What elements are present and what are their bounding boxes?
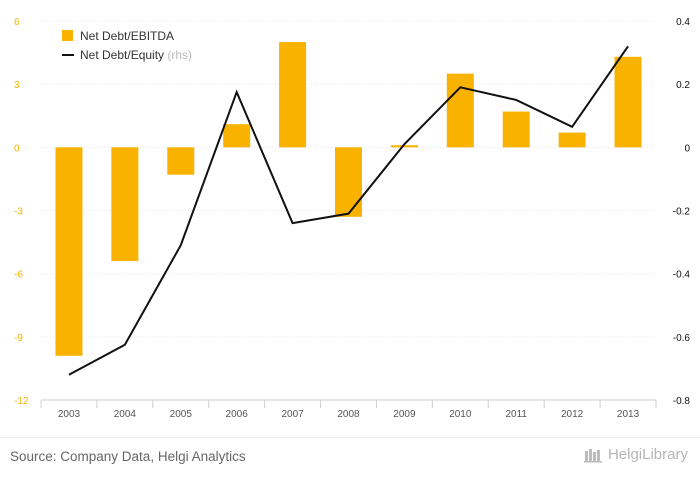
right-axis-tick-label: -0.4 bbox=[673, 270, 691, 281]
x-axis-tick-label: 2007 bbox=[281, 409, 304, 420]
x-axis-tick-label: 2008 bbox=[337, 409, 360, 420]
chart: 6 3 0 -3 -6 -9 -12 0.4 0.2 0 -0.2 -0.4 -0.6 -0.8 2003 2… bbox=[14, 17, 691, 420]
bar bbox=[279, 42, 307, 148]
left-axis-tick-label: -6 bbox=[14, 270, 23, 281]
legend-label-net-debt-ebitda: Net Debt/EBITDA bbox=[80, 29, 174, 43]
right-axis-tick-label: -0.2 bbox=[673, 207, 691, 218]
left-axis-tick-label: 0 bbox=[14, 143, 20, 154]
legend-label-net-debt-equity: Net Debt/Equity (rhs) bbox=[80, 48, 192, 62]
x-axis-tick-label: 2009 bbox=[393, 409, 416, 420]
bar bbox=[502, 111, 530, 148]
left-axis-tick-label: -12 bbox=[14, 396, 29, 407]
x-axis-tick-label: 2011 bbox=[505, 409, 527, 420]
x-axis-tick-label: 2004 bbox=[114, 409, 137, 420]
right-axis-tick-label: 0.2 bbox=[676, 80, 690, 91]
bar bbox=[614, 56, 642, 148]
bar bbox=[111, 147, 139, 262]
legend-rhs-suffix: (rhs) bbox=[167, 48, 192, 62]
logo-text: HelgiLibrary bbox=[607, 446, 688, 463]
source-note: Source: Company Data, Helgi Analytics bbox=[10, 449, 246, 464]
footer-divider bbox=[0, 437, 700, 438]
library-icon bbox=[583, 448, 602, 462]
left-axis-tick-label: 3 bbox=[14, 80, 20, 91]
x-axis-tick-label: 2006 bbox=[226, 409, 249, 420]
legend-swatch-net-debt-ebitda bbox=[62, 30, 73, 41]
x-axis-tick-label: 2005 bbox=[170, 409, 193, 420]
left-axis-tick-label: -3 bbox=[14, 207, 23, 218]
right-axis-tick-label: -0.6 bbox=[673, 333, 691, 344]
bar bbox=[446, 73, 474, 148]
helgi-library-logo[interactable]: HelgiLibrary bbox=[583, 446, 688, 463]
bar bbox=[390, 145, 418, 148]
right-axis-tick-label: 0.4 bbox=[676, 17, 690, 28]
x-axis-tick-label: 2003 bbox=[58, 409, 81, 420]
x-axis-tick-label: 2013 bbox=[617, 409, 640, 420]
x-axis-tick-label: 2010 bbox=[449, 409, 472, 420]
right-axis-tick-label: -0.8 bbox=[673, 396, 691, 407]
left-axis-tick-label: -9 bbox=[14, 333, 23, 344]
right-axis-tick-label: 0 bbox=[684, 143, 690, 154]
left-axis-tick-label: 6 bbox=[14, 17, 20, 28]
bar bbox=[167, 147, 195, 175]
bar bbox=[223, 124, 251, 148]
bar bbox=[558, 132, 586, 148]
x-axis-tick-label: 2012 bbox=[561, 409, 584, 420]
bar bbox=[55, 147, 83, 356]
bar bbox=[335, 147, 362, 217]
